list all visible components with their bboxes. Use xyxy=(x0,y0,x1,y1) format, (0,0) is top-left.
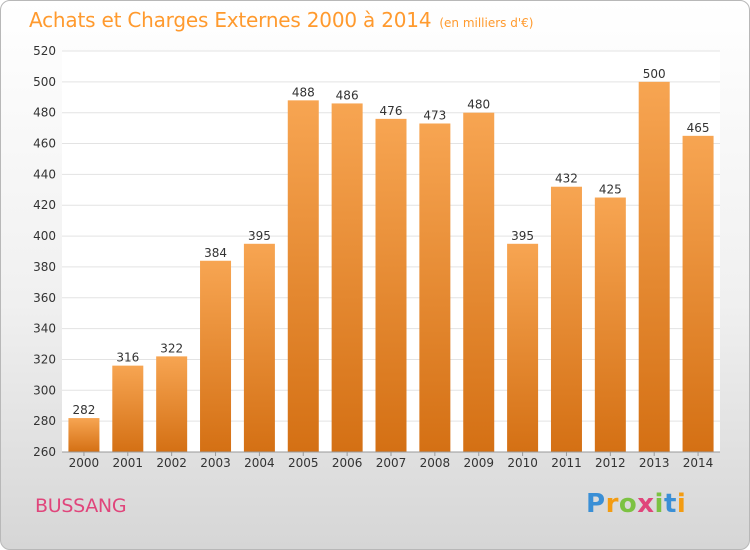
bar-value-label: 500 xyxy=(643,67,666,81)
bar-value-label: 473 xyxy=(423,108,446,122)
x-tick-label: 2005 xyxy=(288,456,319,470)
logo-letter: t xyxy=(663,489,677,519)
y-tick-label: 380 xyxy=(33,260,56,274)
x-tick-label: 2002 xyxy=(156,456,187,470)
bar xyxy=(463,112,495,452)
bar-value-label: 476 xyxy=(380,104,403,118)
chart-title: Achats et Charges Externes 2000 à 2014 xyxy=(29,8,432,32)
chart-subtitle: (en milliers d'€) xyxy=(439,16,534,30)
bar-value-label: 395 xyxy=(248,229,271,243)
y-tick-label: 520 xyxy=(33,44,56,58)
y-tick-label: 460 xyxy=(33,137,56,151)
y-tick-label: 420 xyxy=(33,198,56,212)
x-tick-label: 2007 xyxy=(376,456,407,470)
bar-value-label: 486 xyxy=(336,88,359,102)
x-tick-label: 2000 xyxy=(69,456,100,470)
bar-value-label: 425 xyxy=(599,183,622,197)
bar xyxy=(243,243,275,452)
y-tick-label: 340 xyxy=(33,322,56,336)
logo-letter: P xyxy=(586,489,606,519)
logo-letter: o xyxy=(618,489,638,519)
bar xyxy=(200,260,232,452)
x-tick-label: 2006 xyxy=(332,456,363,470)
logo-letter: x xyxy=(637,489,655,519)
bar-value-label: 384 xyxy=(204,246,227,260)
bar-value-label: 395 xyxy=(511,229,534,243)
y-tick-label: 440 xyxy=(33,167,56,181)
x-tick-label: 2010 xyxy=(507,456,538,470)
y-axis: 260 280 300 320 340 360 380 400 420 440 460 480 500 5… xyxy=(33,44,56,459)
bar xyxy=(331,103,363,452)
y-tick-label: 360 xyxy=(33,291,56,305)
x-axis: 2000 2001 2002 2003 2004 2005 2006 2007 2008 2009… xyxy=(62,451,720,470)
x-tick-label: 2014 xyxy=(683,456,714,470)
logo-letter: r xyxy=(605,489,619,519)
y-tick-label: 320 xyxy=(33,352,56,366)
x-tick-label: 2001 xyxy=(113,456,144,470)
y-tick-label: 280 xyxy=(33,414,56,428)
x-tick-label: 2003 xyxy=(200,456,231,470)
proxiti-logo: Proxiti xyxy=(586,489,686,519)
bar-value-label: 316 xyxy=(116,351,139,365)
bar-value-label: 432 xyxy=(555,172,578,186)
bar xyxy=(594,197,626,452)
y-tick-label: 500 xyxy=(33,75,56,89)
bar xyxy=(375,118,407,452)
chart-header: Achats et Charges Externes 2000 à 2014 (e… xyxy=(29,8,533,32)
bar-value-label: 282 xyxy=(72,403,95,417)
commune-name: BUSSANG xyxy=(35,495,127,517)
bar xyxy=(419,123,451,452)
y-tick-label: 260 xyxy=(33,445,56,459)
bar xyxy=(550,186,582,452)
x-tick-label: 2009 xyxy=(463,456,494,470)
x-tick-label: 2004 xyxy=(244,456,275,470)
bar xyxy=(68,418,100,452)
x-tick-label: 2012 xyxy=(595,456,626,470)
bar-value-label: 465 xyxy=(687,121,710,135)
bar xyxy=(682,135,714,453)
x-tick-label: 2008 xyxy=(420,456,451,470)
bar-value-label: 480 xyxy=(467,98,490,112)
bar xyxy=(507,243,539,452)
x-tick-label: 2013 xyxy=(639,456,670,470)
bars: 282 316 322 384 395 488 486 476 473 480 395 432 425 5… xyxy=(68,67,714,453)
bar xyxy=(638,81,670,452)
y-tick-label: 400 xyxy=(33,229,56,243)
bar-value-label: 488 xyxy=(292,85,315,99)
y-tick-label: 480 xyxy=(33,106,56,120)
x-tick-label: 2011 xyxy=(551,456,582,470)
bar xyxy=(112,365,144,452)
bar-value-label: 322 xyxy=(160,341,183,355)
bar xyxy=(156,356,188,452)
logo-letter: i xyxy=(654,489,664,519)
bar xyxy=(287,100,319,452)
logo-letter: i xyxy=(676,489,687,519)
y-tick-label: 300 xyxy=(33,383,56,397)
